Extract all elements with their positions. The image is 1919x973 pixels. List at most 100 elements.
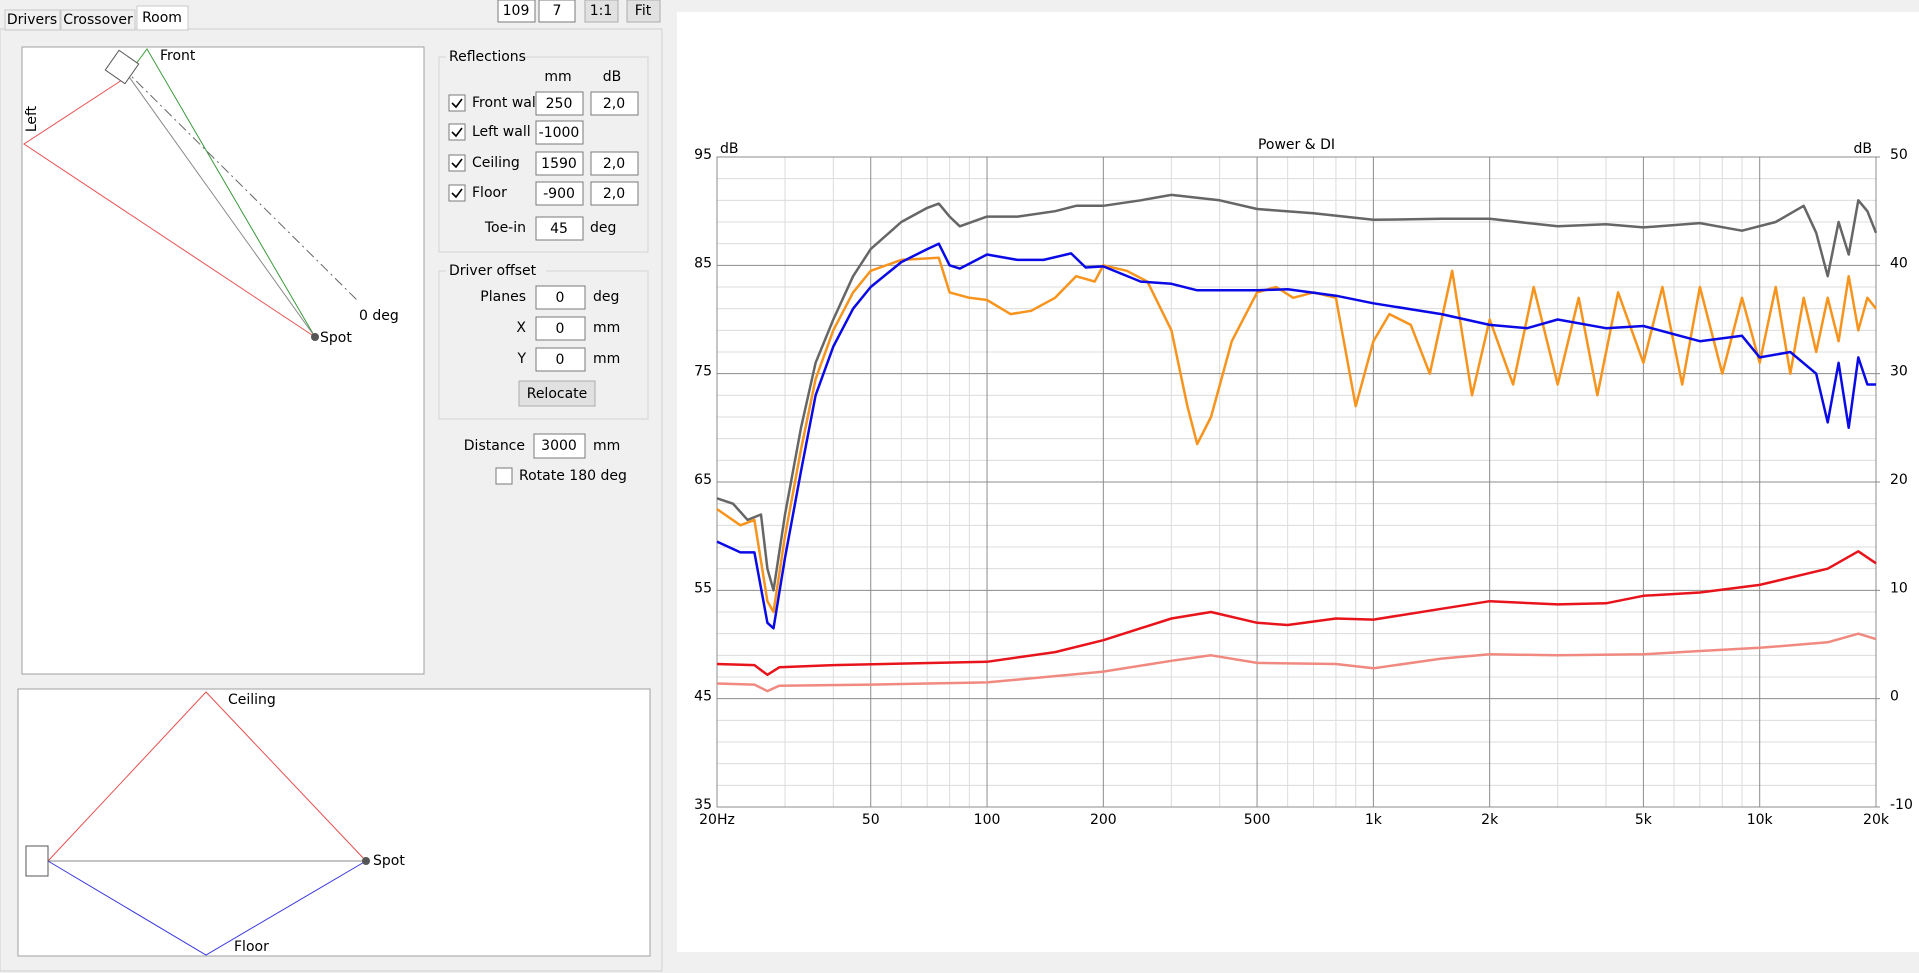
- label: Y: [516, 351, 526, 367]
- tab-label[interactable]: Drivers: [7, 12, 57, 28]
- checkbox-label[interactable]: Rotate 180 deg: [519, 468, 627, 484]
- y-tick-label: 85: [694, 255, 712, 271]
- x-tick-label: 20k: [1863, 812, 1890, 828]
- tab[interactable]: [4, 9, 61, 31]
- reflection-floor: [47, 860, 367, 956]
- label: Ceiling: [228, 692, 276, 708]
- input-value[interactable]: 7: [553, 3, 562, 19]
- input[interactable]: [590, 181, 639, 206]
- column-header: mm: [544, 69, 571, 85]
- input[interactable]: [590, 91, 639, 116]
- spot: [362, 857, 370, 865]
- series-line: [716, 193, 1878, 592]
- x-tick-label: 50: [862, 812, 880, 828]
- input[interactable]: [590, 151, 639, 176]
- tab-label[interactable]: Room: [142, 10, 182, 26]
- group-title: Reflections: [449, 49, 526, 65]
- checkbox-label[interactable]: Floor: [472, 185, 507, 201]
- check-mark: [451, 127, 463, 138]
- x-tick-label: 20Hz: [699, 812, 735, 828]
- y-tick-label: 45: [694, 689, 712, 705]
- chart-title: Power & DI: [1258, 137, 1335, 153]
- column-header: dB: [603, 69, 622, 85]
- tab-label[interactable]: Crossover: [63, 12, 133, 28]
- button-label[interactable]: Relocate: [527, 386, 588, 402]
- checkbox[interactable]: [448, 94, 466, 112]
- y-axis-label: dB: [720, 141, 739, 157]
- button[interactable]: [626, 0, 661, 23]
- label: Planes: [480, 289, 526, 305]
- input-value[interactable]: 1590: [541, 156, 577, 172]
- y-tick-label: 35: [694, 797, 712, 813]
- input[interactable]: [538, 0, 576, 23]
- series-line: [716, 550, 1877, 677]
- checkbox[interactable]: [495, 467, 513, 485]
- y-tick-label: 55: [694, 580, 712, 596]
- tab[interactable]: [60, 9, 136, 31]
- input[interactable]: [533, 433, 586, 459]
- input-value[interactable]: 0: [556, 321, 565, 337]
- label: 0 deg: [359, 308, 399, 324]
- y-tick-label: 75: [694, 364, 712, 380]
- input-value[interactable]: 0: [556, 352, 565, 368]
- check-mark: [451, 158, 463, 169]
- y2-axis-label: dB: [1854, 141, 1873, 157]
- input-value[interactable]: 0: [556, 290, 565, 306]
- checkbox-label[interactable]: Ceiling: [472, 155, 520, 171]
- button-label[interactable]: Fit: [635, 3, 652, 19]
- side-view: [17, 688, 651, 957]
- input-value[interactable]: 2,0: [603, 156, 625, 172]
- input[interactable]: [497, 0, 536, 23]
- input[interactable]: [535, 151, 584, 176]
- x-tick-label: 10k: [1747, 812, 1774, 828]
- check-mark: [451, 188, 463, 199]
- button[interactable]: [584, 0, 619, 23]
- speaker: [25, 845, 49, 877]
- input[interactable]: [535, 91, 584, 116]
- speaker: [104, 49, 140, 85]
- offset-rows: Planes 0 deg X 0 mm Y 0 mm: [480, 285, 620, 372]
- input[interactable]: [535, 120, 584, 145]
- label: Left: [24, 105, 40, 132]
- checkbox-label[interactable]: Left wall: [472, 124, 531, 140]
- x-tick-label: 1k: [1365, 812, 1383, 828]
- button-label[interactable]: 1:1: [590, 3, 613, 19]
- label: Distance: [464, 438, 525, 454]
- input-value[interactable]: 2,0: [603, 186, 625, 202]
- input[interactable]: [535, 181, 584, 206]
- checkbox[interactable]: [448, 123, 466, 141]
- input-value[interactable]: -900: [543, 186, 575, 202]
- direct-path: [121, 66, 316, 338]
- input[interactable]: [535, 347, 586, 372]
- input-value[interactable]: 45: [550, 221, 568, 237]
- y2-tick-label: 40: [1890, 255, 1908, 271]
- reflection-rows: Front wall 250 2,0 Left wall -1000 Ceiling 159…: [448, 91, 639, 206]
- checkbox[interactable]: [448, 154, 466, 172]
- input-value[interactable]: -1000: [539, 125, 580, 141]
- label: Floor: [234, 939, 269, 955]
- label: X: [516, 320, 526, 336]
- checkbox-label[interactable]: Front wall: [472, 95, 540, 111]
- label: Front: [160, 48, 196, 64]
- reflection-ceiling: [47, 691, 367, 862]
- input[interactable]: [535, 285, 586, 310]
- input-value[interactable]: 2,0: [603, 96, 625, 112]
- input-value[interactable]: 3000: [541, 438, 577, 454]
- label: Toe-in: [484, 220, 526, 236]
- input[interactable]: [535, 216, 584, 241]
- unit: mm: [593, 320, 620, 336]
- group-box: [438, 56, 649, 253]
- input[interactable]: [535, 316, 586, 341]
- y2-tick-label: 50: [1890, 147, 1908, 163]
- button[interactable]: [518, 380, 596, 407]
- x-tick-label: 2k: [1481, 812, 1499, 828]
- input-value[interactable]: 109: [503, 3, 530, 19]
- checkbox[interactable]: [448, 184, 466, 202]
- input-value[interactable]: 250: [546, 96, 573, 112]
- x-tick-label: 200: [1090, 812, 1117, 828]
- series-line: [716, 632, 1877, 693]
- tab-active[interactable]: [136, 5, 189, 31]
- reflection-left: [23, 79, 316, 338]
